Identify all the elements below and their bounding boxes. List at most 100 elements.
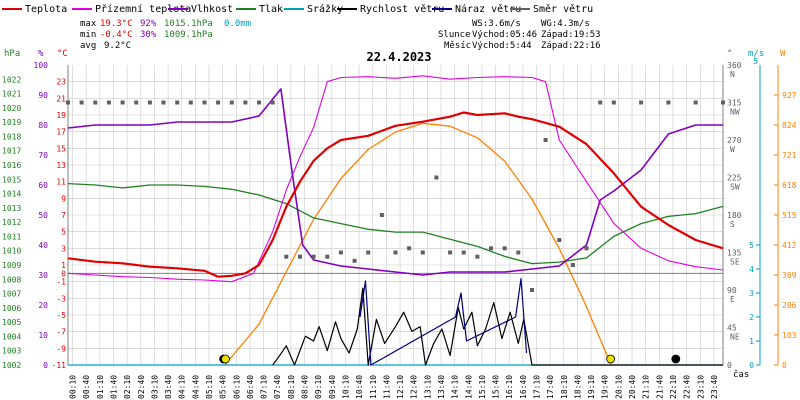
x-tick-label: 02:10 (123, 375, 132, 399)
direction-tick-label: 0 (727, 361, 732, 370)
legend-item: Vlhkost (168, 4, 233, 15)
wind-direction-point (461, 250, 466, 255)
stat-max-press: 1015.1hPa (164, 19, 213, 29)
gust-line (359, 278, 528, 366)
wind-direction-point (229, 100, 234, 105)
temperature-tick-label: 17 (56, 128, 66, 137)
x-tick-label: 00:40 (82, 375, 91, 399)
legend-label: Srážky (307, 3, 343, 15)
wind-direction-point (257, 100, 261, 105)
x-tick-label: 00:10 (69, 375, 78, 399)
wind-direction-point (379, 213, 384, 217)
wg-text: WG:4.3m/s (541, 19, 590, 29)
series-layer (66, 75, 725, 366)
stat-min-temp: -0.4°C (100, 30, 133, 40)
wind-line (272, 287, 723, 366)
unit-w: W (780, 49, 786, 59)
wind-direction-point (338, 250, 343, 255)
pressure-tick-label: 1022 (2, 75, 21, 84)
sun-moon-block: WS:3.6m/s WG:4.3m/s Slunce Východ:05:46 … (438, 19, 601, 51)
wind-direction-point (584, 246, 589, 251)
x-tick-label: 19:10 (587, 375, 596, 399)
x-tick-label: 08:10 (287, 375, 296, 399)
legend-item: Náraz větru (432, 3, 521, 15)
sunset-text: Západ:19:53 (541, 30, 601, 40)
radiation-tick-label: 309 (782, 271, 797, 280)
humidity-tick-label: 60 (38, 181, 48, 190)
wind-tick-label: 0 (749, 361, 754, 370)
sunrise-text: Východ:05:46 (472, 30, 537, 40)
pressure-tick-label: 1009 (2, 261, 21, 270)
wind-direction-point (79, 100, 84, 105)
pressure-tick-label: 1006 (2, 304, 21, 313)
wind-tick-label: 1 (749, 337, 754, 346)
pressure-tick-label: 1013 (2, 204, 21, 213)
temperature-tick-label: 19 (56, 111, 66, 120)
x-tick-label: 20:10 (614, 375, 623, 399)
x-tick-label: 06:40 (246, 375, 255, 399)
humidity-tick-label: 10 (38, 331, 48, 340)
radiation-tick-label: 515 (782, 211, 797, 220)
wind-direction-point (516, 250, 521, 255)
x-tick-label: 20:40 (628, 375, 637, 399)
x-tick-label: 03:10 (150, 375, 159, 399)
x-tick-label: 02:40 (137, 375, 146, 399)
legend-item: Teplota (2, 4, 67, 15)
direction-tick-label: 270 (727, 136, 742, 145)
x-tick-label: 12:10 (396, 375, 405, 399)
temperature-tick-label: 23 (56, 78, 66, 87)
x-tick-label: 07:40 (273, 375, 282, 399)
pressure-tick-label: 1008 (2, 275, 21, 284)
stat-min-press: 1009.1hPa (164, 30, 213, 40)
x-tick-label: 05:40 (219, 375, 228, 399)
x-tick-label: 21:40 (655, 375, 664, 399)
pressure-tick-label: 1007 (2, 290, 21, 299)
legend-item: Rychlost větru (337, 3, 444, 15)
temperature-tick-label: 3 (61, 244, 66, 253)
unit-ms: m/s (748, 49, 764, 59)
sunrise-marker (221, 354, 230, 364)
humidity-tick-label: 50 (38, 211, 48, 220)
wind-direction-point (202, 100, 207, 105)
wind-direction-point (120, 100, 125, 105)
x-tick-label: 04:10 (178, 375, 187, 399)
radiation-tick-label: 206 (782, 301, 797, 310)
wind-direction-point (66, 100, 70, 105)
humidity-tick-label: 90 (38, 91, 48, 100)
pressure-tick-label: 1003 (2, 347, 21, 356)
x-tick-label: 01:10 (96, 375, 105, 399)
wind-direction-point (693, 100, 698, 105)
legend-item: Přízemní teplota (72, 3, 191, 15)
unit-hpa: hPa (4, 49, 20, 59)
wind-direction-point (407, 246, 412, 251)
direction-tick-label: 315 (727, 99, 742, 108)
temperature-tick-label: -11 (52, 361, 67, 370)
wind-direction-point (188, 100, 193, 105)
pressure-tick-label: 1002 (2, 361, 21, 370)
moonrise-text: Východ:5:44 (472, 41, 532, 51)
unit-pct: % (38, 49, 44, 59)
radiation-tick-label: 0 (782, 361, 787, 370)
wind-direction-point (502, 246, 507, 251)
unit-cas: čas (733, 369, 749, 380)
humidity-tick-label: 30 (38, 271, 48, 280)
wind-tick-label: 3 (749, 289, 754, 298)
direction-tick-label: 90 (727, 286, 737, 295)
direction-tick-label: 135 (727, 249, 742, 258)
humidity-tick-label: 0 (43, 361, 48, 370)
unit-deg: ° (727, 49, 732, 59)
legend-item: Srážky (284, 3, 343, 15)
marker-layer (219, 354, 681, 364)
stat-max-label: max (80, 19, 97, 29)
direction-compass-label: N (730, 70, 735, 79)
x-tick-label: 17:40 (546, 375, 555, 399)
humidity-tick-label: 80 (38, 121, 48, 130)
humidity-line (67, 88, 723, 276)
temperature-tick-label: 15 (56, 144, 66, 153)
wind-direction-point (557, 238, 562, 242)
x-tick-label: 23:10 (696, 375, 705, 399)
stat-max-hum: 92% (140, 19, 157, 29)
temperature-tick-label: -7 (56, 328, 66, 337)
temperature-tick-label: -5 (56, 311, 66, 320)
wind-direction-point (611, 100, 616, 105)
